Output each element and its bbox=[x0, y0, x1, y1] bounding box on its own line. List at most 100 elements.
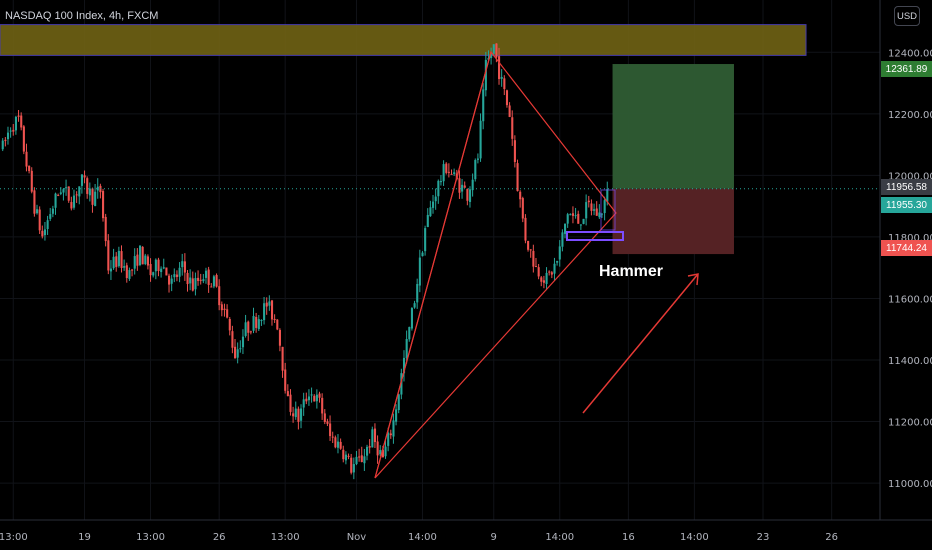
candle-body bbox=[120, 251, 123, 268]
candle-body bbox=[144, 255, 147, 264]
time-tick-label: Nov bbox=[347, 532, 367, 543]
time-tick-label: 14:00 bbox=[680, 532, 709, 543]
candle-body bbox=[603, 200, 606, 214]
candle-body bbox=[432, 201, 435, 208]
candle-body bbox=[553, 263, 556, 274]
candle-body bbox=[265, 302, 268, 307]
candle-body bbox=[339, 441, 342, 449]
candle-body bbox=[384, 446, 387, 457]
candle-body bbox=[72, 195, 76, 208]
candle-body bbox=[255, 316, 258, 328]
candle-body bbox=[582, 218, 585, 224]
candle-body bbox=[471, 179, 474, 191]
candle-body bbox=[453, 172, 456, 175]
arrow-shaft bbox=[582, 273, 699, 414]
price-axis-panel[interactable] bbox=[880, 0, 932, 520]
price-tick-label: 11000.00 bbox=[888, 479, 932, 490]
candle-body bbox=[102, 190, 105, 219]
candle-body bbox=[416, 284, 419, 303]
candle-body bbox=[154, 259, 157, 272]
candle-body bbox=[447, 171, 450, 173]
candle-body bbox=[9, 130, 12, 132]
candle-body bbox=[231, 331, 234, 348]
candle-body bbox=[49, 214, 52, 219]
candle-body bbox=[468, 189, 472, 202]
candle-body bbox=[529, 249, 532, 251]
candle-body bbox=[561, 232, 564, 247]
time-axis-panel[interactable] bbox=[0, 520, 932, 550]
time-tick-label: 9 bbox=[491, 532, 497, 543]
candle-body bbox=[590, 203, 593, 211]
trend-arrow bbox=[582, 273, 699, 414]
candle-body bbox=[133, 256, 136, 269]
candle-body bbox=[318, 393, 321, 398]
price-tick-label: 11600.00 bbox=[888, 294, 932, 305]
candle-body bbox=[429, 207, 432, 217]
candle-body bbox=[83, 175, 86, 178]
candle-body bbox=[500, 76, 503, 79]
candle-body bbox=[268, 301, 271, 306]
candle-body bbox=[381, 449, 384, 458]
candle-body bbox=[413, 303, 416, 308]
candle-body bbox=[168, 275, 171, 285]
candle-body bbox=[534, 266, 538, 268]
candle-body bbox=[28, 165, 31, 172]
candle-body bbox=[397, 394, 400, 410]
candle-body bbox=[577, 213, 580, 224]
candle-body bbox=[228, 318, 231, 331]
candle-body bbox=[519, 191, 522, 200]
candle-body bbox=[482, 89, 485, 122]
current-price-tag: 11955.30 bbox=[881, 197, 932, 213]
candle-body bbox=[115, 256, 118, 267]
candle-body bbox=[25, 151, 28, 167]
candle-body bbox=[600, 213, 604, 215]
candle-body bbox=[376, 441, 379, 456]
candle-body bbox=[284, 369, 287, 391]
candle-body bbox=[281, 346, 284, 371]
price-tick-label: 12000.00 bbox=[888, 171, 932, 182]
candle-body bbox=[234, 346, 237, 359]
candle-body bbox=[313, 395, 316, 402]
candle-body bbox=[587, 200, 590, 203]
current-close-tag: 11956.58 bbox=[881, 179, 932, 195]
candle-body bbox=[191, 278, 194, 291]
currency-button[interactable]: USD bbox=[894, 6, 920, 26]
time-tick-label: 16 bbox=[622, 532, 635, 543]
candle-body bbox=[579, 224, 582, 226]
candle-body bbox=[300, 408, 303, 421]
candle-body bbox=[297, 408, 300, 422]
candle-body bbox=[43, 229, 47, 236]
time-axis-labels: 13:00 19 13:00 26 13:00 Nov 14:00 9 14:00 16 14:00… bbox=[0, 532, 838, 543]
candle-body bbox=[358, 456, 361, 458]
candle-body bbox=[387, 432, 390, 446]
candle-body bbox=[474, 160, 477, 180]
candle-body bbox=[149, 263, 152, 276]
candle-body bbox=[78, 186, 81, 197]
candle-body bbox=[252, 316, 255, 331]
candle-body bbox=[439, 181, 443, 183]
pattern-drawing bbox=[374, 50, 624, 479]
candle-body bbox=[160, 268, 163, 273]
candle-body bbox=[273, 318, 276, 320]
candle-body bbox=[14, 116, 17, 131]
candle-body bbox=[466, 188, 469, 201]
candle-body bbox=[4, 139, 7, 141]
candle-body bbox=[389, 433, 392, 436]
candlestick-series bbox=[1, 43, 609, 480]
candle-body bbox=[289, 394, 292, 412]
candle-body bbox=[371, 429, 374, 448]
candle-body bbox=[545, 272, 548, 284]
candle-body bbox=[197, 277, 200, 281]
candle-body bbox=[65, 187, 68, 189]
candle-body bbox=[292, 413, 295, 417]
stop-zone bbox=[612, 188, 734, 255]
candle-body bbox=[138, 245, 142, 266]
candle-body bbox=[360, 455, 363, 463]
candle-body bbox=[498, 56, 501, 80]
candle-body bbox=[91, 188, 94, 205]
candle-body bbox=[263, 303, 266, 321]
price-axis-labels: 12400.00 12200.00 12000.00 11800.00 11600.00… bbox=[888, 48, 932, 490]
time-tick-label: 14:00 bbox=[545, 532, 574, 543]
candle-body bbox=[350, 457, 353, 473]
